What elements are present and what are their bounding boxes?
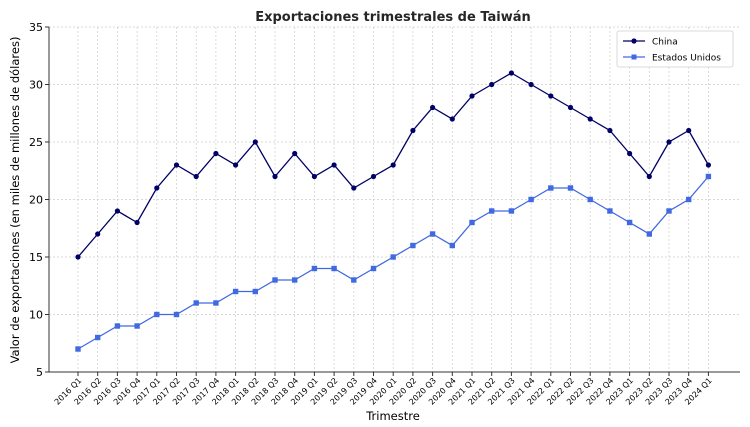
data-point (95, 334, 101, 341)
data-point (430, 104, 436, 111)
data-point (311, 173, 317, 180)
square-marker-icon (631, 54, 637, 60)
data-series (75, 70, 712, 352)
data-point (292, 277, 298, 283)
data-point (154, 311, 160, 318)
data-point (370, 265, 377, 272)
chart-title: Exportaciones trimestrales de Taiwán (255, 10, 531, 25)
x-axis-label: Trimestre (365, 409, 420, 423)
data-point (292, 150, 298, 157)
y-tick-label: 35 (29, 21, 43, 34)
data-point (666, 139, 672, 145)
data-point (548, 93, 554, 99)
data-point (627, 150, 633, 157)
data-point (528, 81, 534, 88)
grid-lines (49, 26, 740, 373)
data-point (114, 208, 120, 214)
data-point (429, 231, 436, 237)
legend-item-estados-unidos: Estados Unidos (623, 54, 721, 64)
data-point (390, 254, 396, 260)
data-point (331, 162, 337, 168)
data-point (686, 127, 692, 134)
data-point (173, 311, 180, 318)
data-point (410, 242, 416, 249)
data-point (252, 288, 258, 295)
data-point (567, 185, 574, 191)
data-point (331, 265, 337, 272)
data-point (193, 300, 199, 306)
data-point (587, 196, 593, 203)
data-point (469, 93, 475, 99)
data-point (213, 150, 219, 157)
data-point (469, 219, 475, 226)
data-point (213, 300, 219, 306)
data-point (686, 196, 692, 203)
data-point (410, 127, 416, 134)
data-point (646, 173, 652, 180)
data-point (370, 173, 377, 180)
data-point (666, 208, 672, 214)
data-point (95, 231, 101, 237)
data-point (233, 162, 239, 168)
data-point (252, 139, 258, 145)
data-point (75, 254, 81, 260)
data-point (272, 277, 278, 283)
data-point (114, 323, 121, 329)
data-point (272, 173, 278, 180)
data-point (705, 162, 712, 168)
legend-label-china: China (652, 38, 678, 48)
data-point (607, 208, 613, 214)
circle-marker-icon (631, 38, 637, 44)
data-point (528, 196, 534, 203)
data-point (508, 70, 514, 76)
data-point (134, 323, 140, 329)
data-point (489, 208, 495, 214)
legend-item-china: China (623, 38, 678, 48)
data-point (311, 265, 318, 272)
legend: China Estados Unidos (616, 30, 734, 68)
data-point (449, 242, 455, 249)
data-point (75, 346, 81, 352)
data-point (705, 173, 712, 180)
y-tick-label: 25 (29, 136, 43, 149)
data-point (351, 277, 357, 283)
y-axis-label: Valor de exportaciones (en miles de mill… (8, 37, 22, 364)
y-tick-label: 15 (29, 251, 43, 264)
data-point (646, 231, 652, 237)
data-point (567, 104, 574, 111)
y-tick-label: 5 (36, 366, 43, 379)
legend-label-estados-unidos: Estados Unidos (652, 54, 721, 64)
data-point (232, 288, 239, 295)
data-point (489, 81, 495, 88)
data-point (626, 219, 633, 226)
series-estados-unidos (75, 173, 712, 352)
y-tick-label: 20 (29, 194, 43, 207)
data-point (134, 219, 140, 226)
y-tick-label: 10 (29, 309, 43, 322)
data-point (173, 162, 180, 168)
y-tick-label: 30 (29, 79, 43, 92)
data-point (587, 116, 593, 122)
data-point (607, 127, 613, 134)
data-point (154, 185, 160, 191)
data-point (351, 185, 357, 191)
data-point (193, 173, 199, 180)
y-axis-ticks: 5 10 15 20 25 30 35 (29, 21, 49, 379)
data-point (449, 116, 455, 122)
series-china (75, 70, 712, 260)
data-point (390, 162, 396, 168)
data-point (548, 185, 554, 191)
data-point (508, 208, 515, 214)
